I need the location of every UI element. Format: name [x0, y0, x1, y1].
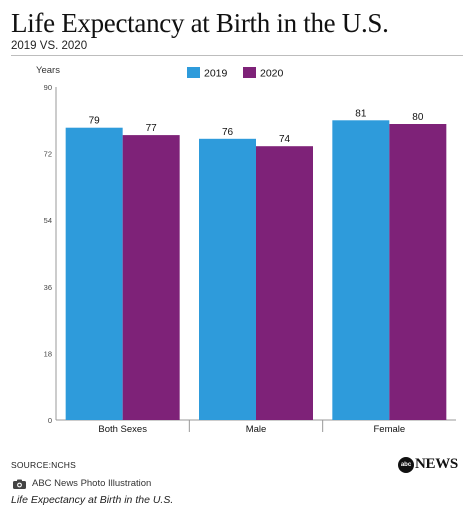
chart-subtitle: 2019 VS. 2020: [11, 40, 88, 52]
data-label: 80: [412, 112, 424, 123]
legend-label: 2019: [204, 68, 228, 80]
legend-label: 2020: [260, 68, 284, 80]
y-tick-label: 90: [44, 83, 52, 92]
bar-chart: Years 0 18 36 54 72 90 79 77 Both Sexes 76 74 Male 8…: [36, 65, 456, 435]
bar-2020-female: [389, 124, 447, 420]
x-tick-label: Both Sexes: [98, 424, 147, 435]
bar-2019-female: [332, 120, 390, 421]
y-tick-label: 0: [48, 416, 52, 425]
photo-credit: ABC News Photo Illustration: [13, 478, 151, 489]
chart-title: Life Expectancy at Birth in the U.S.: [11, 8, 389, 38]
abc-logo-mark: abc: [398, 456, 414, 473]
legend-swatch-2019: [187, 67, 200, 78]
data-label: 76: [222, 127, 234, 138]
camera-icon: [13, 479, 26, 489]
y-tick-label: 72: [44, 150, 52, 159]
x-tick-label: Female: [373, 424, 405, 435]
x-tick-label: Male: [246, 424, 267, 435]
data-label: 74: [279, 134, 291, 145]
source-note: SOURCE:NCHS: [11, 460, 77, 470]
photo-credit-text: ABC News Photo Illustration: [32, 478, 152, 489]
bar-2019-both-sexes: [65, 127, 123, 420]
bar-2019-male: [199, 138, 256, 421]
data-label: 79: [89, 116, 101, 127]
image-caption: Life Expectancy at Birth in the U.S.: [11, 494, 174, 506]
bar-2020-male: [256, 146, 313, 420]
y-tick-label: 18: [44, 349, 52, 358]
y-tick-label: 54: [44, 216, 52, 225]
abc-news-logo: abc NEWS: [398, 456, 458, 473]
y-axis-label: Years: [36, 65, 60, 76]
data-label: 77: [146, 123, 158, 134]
legend-swatch-2020: [243, 67, 256, 78]
abc-logo-text: NEWS: [415, 456, 458, 472]
data-label: 81: [355, 108, 367, 119]
bar-2020-both-sexes: [122, 135, 180, 420]
title-divider: [11, 55, 463, 56]
y-tick-label: 36: [44, 283, 52, 292]
